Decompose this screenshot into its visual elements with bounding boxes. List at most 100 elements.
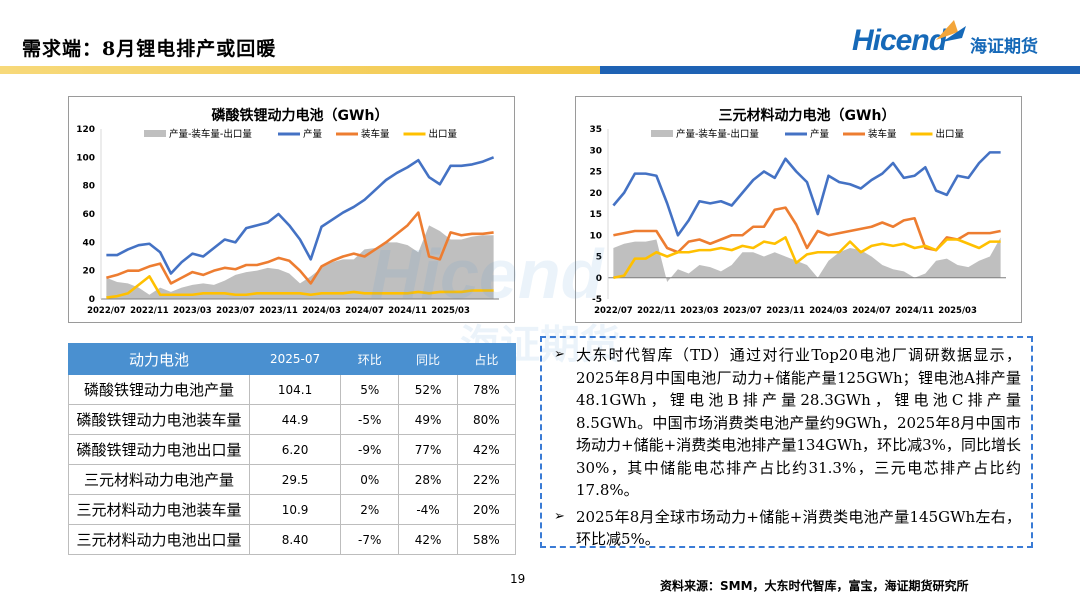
x-tick-label: 2023/07 xyxy=(216,306,255,316)
y-tick-label: 5 xyxy=(596,253,602,263)
table-row: 三元材料动力电池出口量 8.40 -7% 42% 58% xyxy=(67,524,517,555)
x-tick-label: 2024/11 xyxy=(388,306,427,316)
line-series xyxy=(612,151,1001,237)
y-tick-label: 20 xyxy=(589,189,602,199)
table-header-cell: 2025-07 xyxy=(249,343,342,375)
chart-title: 三元材料动力电池（GWh） xyxy=(719,107,896,124)
company-logo: Hicend 海证期货 xyxy=(852,20,1038,58)
table-cell: 104.1 xyxy=(249,374,342,405)
y-tick-label: 20 xyxy=(82,267,95,277)
x-tick-label: 2023/11 xyxy=(766,306,805,316)
x-tick-label: 2023/03 xyxy=(680,306,719,316)
x-tick-label: 2022/11 xyxy=(637,306,676,316)
table-cell: 58% xyxy=(456,524,517,555)
table-cell: -9% xyxy=(340,434,400,465)
table-header-cell: 环比 xyxy=(340,343,400,375)
y-tick-label: 80 xyxy=(82,182,95,192)
y-tick-label: 25 xyxy=(589,168,602,178)
x-tick-label: 2024/07 xyxy=(345,306,384,316)
table-cell: 80% xyxy=(456,404,517,435)
area-series xyxy=(613,237,1001,282)
table-cell: 78% xyxy=(456,374,517,405)
legend-swatch xyxy=(651,130,673,137)
legend-label: 产量 xyxy=(303,128,323,140)
x-tick-label: 2024/07 xyxy=(852,306,891,316)
brand-cn: 海证期货 xyxy=(970,37,1038,57)
table-header-cell: 同比 xyxy=(398,343,458,375)
commentary-item: ➢ 2025年8月全球市场动力+储能+消费类电池产量145GWh左右，环比减5%… xyxy=(552,506,1021,551)
page-number: 19 xyxy=(510,572,526,586)
table-cell: 28% xyxy=(398,464,458,495)
table-row: 磷酸铁锂动力电池产量 104.1 5% 52% 78% xyxy=(67,374,517,405)
table-cell: 22% xyxy=(456,464,517,495)
y-tick-label: 0 xyxy=(596,274,602,284)
table-cell: -5% xyxy=(340,404,400,435)
line-series xyxy=(106,211,494,285)
table-cell: 8.40 xyxy=(249,524,342,555)
table-cell: 0% xyxy=(340,464,400,495)
table-cell: 44.9 xyxy=(249,404,342,435)
x-tick-label: 2022/07 xyxy=(87,306,126,316)
row-label: 磷酸铁锂动力电池装车量 xyxy=(67,404,251,435)
arrow-bullet-icon: ➢ xyxy=(554,347,565,362)
x-tick-label: 2024/03 xyxy=(809,306,848,316)
table-row: 磷酸铁锂动力电池装车量 44.9 -5% 49% 80% xyxy=(67,404,517,435)
table-cell: 52% xyxy=(398,374,458,405)
line-series xyxy=(613,236,1001,280)
line-series xyxy=(106,275,494,299)
table-cell: 10.9 xyxy=(249,494,342,525)
table-header-cell: 占比 xyxy=(456,343,517,375)
line-series xyxy=(106,156,495,275)
row-label: 磷酸铁锂动力电池产量 xyxy=(67,374,251,405)
table-cell: 2% xyxy=(340,494,400,525)
table-row: 三元材料动力电池产量 29.5 0% 28% 22% xyxy=(67,464,517,495)
legend-label: 装车量 xyxy=(868,128,897,140)
table-cell: 29.5 xyxy=(249,464,342,495)
y-tick-label: 30 xyxy=(589,146,602,156)
table-row: 磷酸铁锂动力电池出口量 6.20 -9% 77% 42% xyxy=(67,434,517,465)
data-source: 资料来源：SMM，大东时代智库，富宝，海证期货研究所 xyxy=(660,579,969,593)
lfp-chart: 磷酸铁锂动力电池（GWh） 产量-装车量-出口量 产量 装车量 出口量 0 20 40 60 80… xyxy=(68,96,515,323)
x-tick-label: 2024/03 xyxy=(302,306,341,316)
header-band-blue xyxy=(600,66,1080,74)
commentary-box: ➢ 大东时代智库（TD）通过对行业Top20电池厂调研数据显示，2025年8月中… xyxy=(540,336,1033,548)
arrow-bullet-icon: ➢ xyxy=(554,508,565,524)
chart-title: 磷酸铁锂动力电池（GWh） xyxy=(212,107,389,124)
table-cell: -4% xyxy=(398,494,458,525)
table-cell: 20% xyxy=(456,494,517,525)
row-label: 三元材料动力电池装车量 xyxy=(67,494,251,525)
lfp-chart-svg: 磷酸铁锂动力电池（GWh） 产量-装车量-出口量 产量 装车量 出口量 0 20 40 60 80… xyxy=(76,107,499,316)
header-band-yellow xyxy=(0,66,600,74)
x-tick-label: 2024/11 xyxy=(895,306,934,316)
legend-label: 装车量 xyxy=(361,128,390,140)
table-cell: -7% xyxy=(340,524,400,555)
table-cell: 77% xyxy=(398,434,458,465)
page-title: 需求端：8月锂电排产或回暖 xyxy=(22,38,277,60)
battery-table: 动力电池 2025-07 环比 同比 占比 磷酸铁锂动力电池产量 104.1 5% 5… xyxy=(67,343,517,555)
row-label: 三元材料动力电池出口量 xyxy=(67,524,251,555)
sail-logo-icon xyxy=(936,20,966,42)
row-label: 三元材料动力电池产量 xyxy=(67,464,251,495)
row-label: 磷酸铁锂动力电池出口量 xyxy=(67,434,251,465)
y-tick-label: 60 xyxy=(82,210,95,220)
table-row: 三元材料动力电池装车量 10.9 2% -4% 20% xyxy=(67,494,517,525)
legend-label: 产量 xyxy=(810,128,830,140)
x-tick-label: 2022/07 xyxy=(594,306,633,316)
area-series xyxy=(106,225,494,299)
brand-wordmark: Hicend xyxy=(852,24,947,57)
commentary-text: 2025年8月全球市场动力+储能+消费类电池产量145GWh左右，环比减5%。 xyxy=(576,507,1021,549)
y-tick-label: 35 xyxy=(589,125,602,135)
x-tick-label: 2025/03 xyxy=(938,306,977,316)
table-header-cell: 动力电池 xyxy=(67,343,251,375)
legend-label: 产量-装车量-出口量 xyxy=(169,128,252,140)
x-tick-label: 2023/07 xyxy=(723,306,762,316)
x-tick-label: 2025/03 xyxy=(431,306,470,316)
x-tick-label: 2022/11 xyxy=(130,306,169,316)
y-tick-label: 100 xyxy=(76,153,95,163)
y-tick-label: 15 xyxy=(589,210,602,220)
table-cell: 49% xyxy=(398,404,458,435)
x-tick-label: 2023/03 xyxy=(173,306,212,316)
legend-swatch xyxy=(144,130,166,137)
table-cell: 5% xyxy=(340,374,400,405)
y-tick-label: 10 xyxy=(589,231,602,241)
